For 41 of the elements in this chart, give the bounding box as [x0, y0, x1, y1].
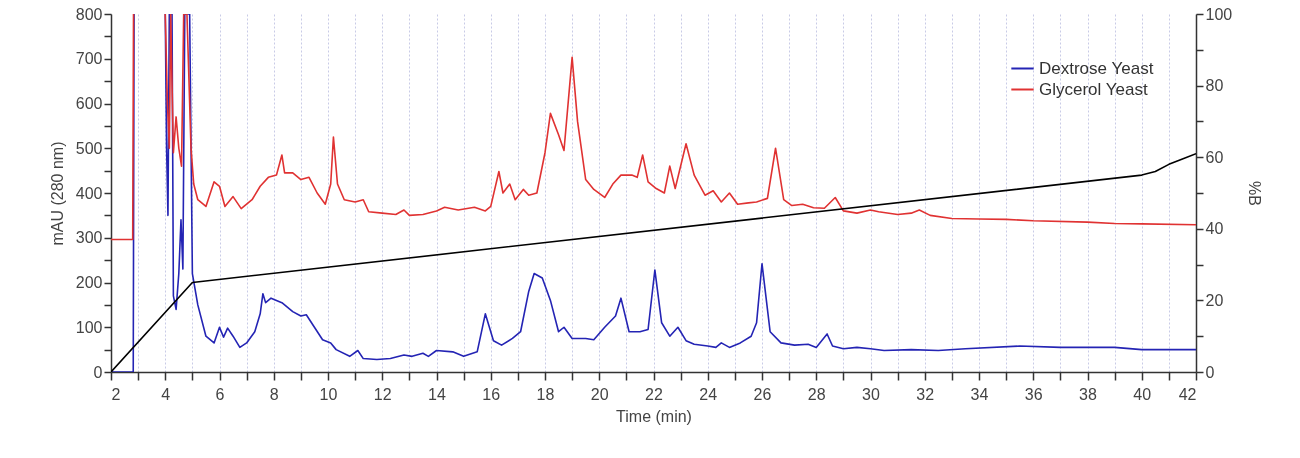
x-tick-label: 14 [428, 385, 446, 403]
x-tick-label: 26 [753, 385, 772, 403]
x-tick-label: 16 [482, 385, 501, 403]
x-tick-label: 22 [645, 385, 663, 403]
y-tick-label: 400 [75, 184, 103, 202]
x-tick-label: 8 [269, 385, 279, 403]
y-tick-label: 800 [75, 5, 103, 23]
y-tick-label: 200 [75, 274, 103, 291]
legend-label: Dextrose Yeast [1039, 58, 1154, 78]
x-axis-title: Time (min) [616, 407, 692, 425]
y2-tick-label: 80 [1205, 77, 1224, 95]
x-tick-label: 40 [1133, 385, 1152, 403]
y-tick-label: 300 [75, 229, 103, 247]
legend-label: Glycerol Yeast [1039, 79, 1148, 99]
x-tick-label: 20 [590, 385, 609, 403]
x-tick-label: 6 [215, 385, 225, 403]
x-tick-label: 24 [699, 385, 718, 403]
y-axis-title: mAU (280 nm) [48, 141, 66, 246]
y2-tick-label: 100 [1205, 5, 1233, 23]
x-tick-label: 38 [1079, 385, 1097, 403]
x-tick-label: 12 [373, 385, 392, 403]
y2-tick-label: 20 [1205, 291, 1224, 309]
x-tick-label: 10 [319, 385, 338, 403]
x-tick-label: 4 [161, 385, 171, 403]
y2-tick-label: 60 [1205, 148, 1224, 166]
x-tick-label: 18 [536, 385, 555, 403]
x-tick-label: 32 [916, 385, 935, 403]
y-tick-label: 600 [75, 95, 103, 112]
y-tick-label: 700 [75, 50, 103, 68]
y2-tick-label: 0 [1205, 363, 1215, 381]
y-tick-label: 100 [75, 318, 103, 336]
x-tick-label: 28 [807, 385, 826, 403]
x-tick-label: 36 [1024, 385, 1043, 403]
y2-axis-title: %B [1246, 181, 1264, 206]
x-tick-label: 42 [1178, 385, 1197, 403]
y2-tick-label: 40 [1205, 220, 1224, 238]
x-tick-label: 30 [862, 385, 880, 403]
x-tick-label: 34 [970, 385, 989, 403]
x-tick-label: 2 [111, 385, 121, 403]
y-tick-label: 0 [93, 363, 103, 381]
y-tick-label: 500 [75, 139, 103, 157]
